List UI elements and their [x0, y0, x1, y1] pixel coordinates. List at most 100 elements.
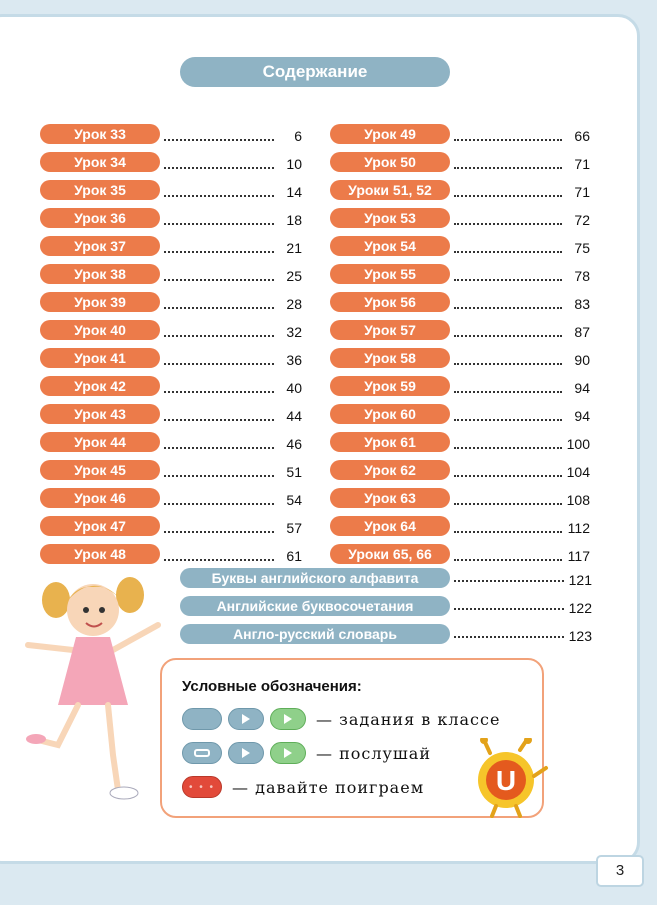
lesson-label: Урок 57	[330, 320, 450, 340]
play-green-icon	[270, 708, 306, 730]
dot-leader	[454, 187, 562, 197]
toc-row[interactable]: Урок 59 94	[330, 372, 590, 400]
dot-leader	[164, 131, 274, 141]
toc-row[interactable]: Урок 40 32	[40, 316, 302, 344]
toc-row[interactable]: Уроки 65, 66 117	[330, 540, 590, 568]
appendix-row[interactable]: Англо-русский словарь 123	[180, 623, 592, 645]
toc-row[interactable]: Урок 47 57	[40, 512, 302, 540]
dot-leader	[454, 551, 562, 561]
lesson-label: Урок 35	[40, 180, 160, 200]
dot-leader	[164, 243, 274, 253]
legend-listen-text: — послушай	[316, 743, 431, 763]
legend-class-tasks-text: — задания в классе	[316, 709, 501, 729]
toc-row[interactable]: Урок 42 40	[40, 372, 302, 400]
toc-row[interactable]: Урок 50 71	[330, 148, 590, 176]
toc-row[interactable]: Урок 61 100	[330, 428, 590, 456]
legend-box: Условные обозначения: — задания в классе…	[160, 658, 544, 818]
legend-play-text: — давайте поиграем	[232, 777, 425, 797]
page-number-ref: 10	[286, 156, 302, 172]
legend-row-play: • • • — давайте поиграем	[182, 776, 424, 798]
toc-row[interactable]: Урок 48 61	[40, 540, 302, 568]
toc-row[interactable]: Урок 46 54	[40, 484, 302, 512]
stop-blue-icon	[182, 742, 222, 764]
toc-row[interactable]: Урок 33 6	[40, 120, 302, 148]
toc-row[interactable]: Урок 57 87	[330, 316, 590, 344]
lesson-label: Урок 46	[40, 488, 160, 508]
audio-blue-icon	[228, 742, 264, 764]
toc-row[interactable]: Урок 34 10	[40, 148, 302, 176]
page-number-ref: 108	[566, 492, 590, 508]
dot-leader	[454, 523, 562, 533]
toc-row[interactable]: Уроки 51, 52 71	[330, 176, 590, 204]
toc-row[interactable]: Урок 60 94	[330, 400, 590, 428]
lesson-label: Урок 49	[330, 124, 450, 144]
page-number-ref: 117	[567, 548, 590, 564]
lesson-label: Уроки 65, 66	[330, 544, 450, 564]
page-number-ref: 90	[574, 352, 590, 368]
dot-leader	[164, 551, 274, 561]
page-number-ref: 71	[574, 184, 590, 200]
game-red-icon: • • •	[182, 776, 222, 798]
lesson-label: Урок 44	[40, 432, 160, 452]
appendix-label: Англо-русский словарь	[180, 624, 450, 644]
page-number-ref: 87	[574, 324, 590, 340]
toc-row[interactable]: Урок 49 66	[330, 120, 590, 148]
toc-row[interactable]: Урок 55 78	[330, 260, 590, 288]
appendix-row[interactable]: Английские буквосочетания 122	[180, 595, 592, 617]
page-number-ref: 104	[566, 464, 590, 480]
page-number-ref: 51	[286, 464, 302, 480]
page-number-ref: 71	[574, 156, 590, 172]
page-number-ref: 44	[286, 408, 302, 424]
page-number-ref: 66	[574, 128, 590, 144]
dot-leader	[454, 439, 562, 449]
dot-leader	[164, 411, 274, 421]
toc-row[interactable]: Урок 37 21	[40, 232, 302, 260]
lesson-label: Урок 53	[330, 208, 450, 228]
lesson-label: Урок 64	[330, 516, 450, 536]
toc-row[interactable]: Урок 64 112	[330, 512, 590, 540]
dot-leader	[454, 355, 562, 365]
page-number-ref: 94	[574, 408, 590, 424]
page-number-ref: 78	[574, 268, 590, 284]
dot-leader	[164, 299, 274, 309]
lesson-label: Урок 62	[330, 460, 450, 480]
toc-row[interactable]: Урок 62 104	[330, 456, 590, 484]
lesson-label: Урок 54	[330, 236, 450, 256]
audio-green-icon	[270, 742, 306, 764]
page-number-ref: 54	[286, 492, 302, 508]
lesson-label: Урок 40	[40, 320, 160, 340]
dot-leader	[454, 159, 562, 169]
toc-right-column: Урок 49 66 Урок 50 71 Уроки 51, 52 71 Урок 53 7…	[330, 120, 590, 568]
toc-row[interactable]: Урок 45 51	[40, 456, 302, 484]
toc-row[interactable]: Урок 39 28	[40, 288, 302, 316]
page-number-ref: 121	[568, 572, 592, 588]
toc-row[interactable]: Урок 36 18	[40, 204, 302, 232]
toc-row[interactable]: Урок 38 25	[40, 260, 302, 288]
mascot-u-icon: U	[478, 738, 548, 818]
toc-row[interactable]: Урок 35 14	[40, 176, 302, 204]
toc-row[interactable]: Урок 41 36	[40, 344, 302, 372]
lesson-label: Урок 34	[40, 152, 160, 172]
toc-row[interactable]: Урок 53 72	[330, 204, 590, 232]
dot-leader	[164, 495, 274, 505]
page-number-ref: 72	[574, 212, 590, 228]
dot-leader	[164, 439, 274, 449]
toc-left-column: Урок 33 6 Урок 34 10 Урок 35 14 Урок 36 18 Урок …	[40, 120, 302, 568]
toc-row[interactable]: Урок 43 44	[40, 400, 302, 428]
page-number-ref: 25	[286, 268, 302, 284]
toc-row[interactable]: Урок 54 75	[330, 232, 590, 260]
mascot-letter: U	[496, 765, 516, 796]
page-number-ref: 123	[568, 628, 592, 644]
appendix-row[interactable]: Буквы английского алфавита 121	[180, 567, 592, 589]
toc-row[interactable]: Урок 58 90	[330, 344, 590, 372]
lesson-label: Урок 45	[40, 460, 160, 480]
contents-title: Содержание	[180, 57, 450, 87]
dot-leader	[454, 131, 562, 141]
dot-leader	[454, 215, 562, 225]
page-number-ref: 122	[568, 600, 592, 616]
toc-row[interactable]: Урок 63 108	[330, 484, 590, 512]
toc-row[interactable]: Урок 56 83	[330, 288, 590, 316]
dot-leader	[454, 495, 562, 505]
toc-row[interactable]: Урок 44 46	[40, 428, 302, 456]
page-number-ref: 36	[286, 352, 302, 368]
